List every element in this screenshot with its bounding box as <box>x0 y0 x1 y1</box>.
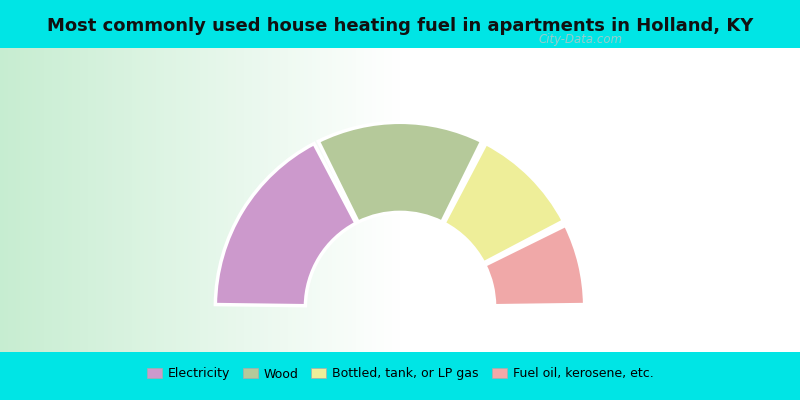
Wedge shape <box>444 144 563 263</box>
Wedge shape <box>485 225 585 306</box>
Wedge shape <box>318 122 482 222</box>
Legend: Electricity, Wood, Bottled, tank, or LP gas, Fuel oil, kerosene, etc.: Electricity, Wood, Bottled, tank, or LP … <box>146 368 654 380</box>
Wedge shape <box>215 144 356 306</box>
Text: Most commonly used house heating fuel in apartments in Holland, KY: Most commonly used house heating fuel in… <box>47 17 753 35</box>
Text: City-Data.com: City-Data.com <box>539 33 623 46</box>
